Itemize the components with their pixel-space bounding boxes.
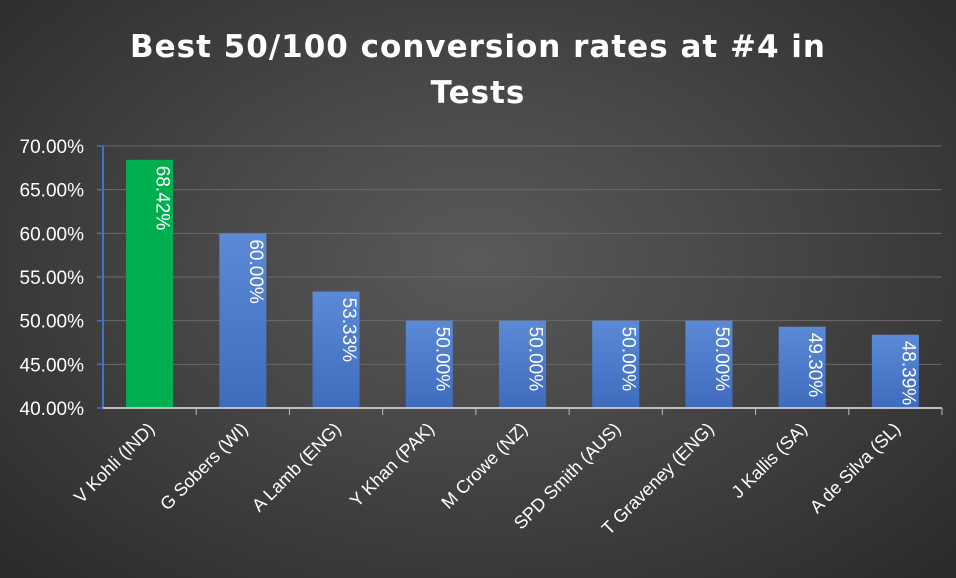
data-label: 50.00%: [525, 327, 546, 392]
y-tick-label: 50.00%: [20, 312, 85, 333]
data-label: 50.00%: [431, 327, 452, 392]
x-tick-label: A Lamb (ENG): [248, 419, 345, 516]
data-label: 48.39%: [897, 341, 918, 406]
x-tick-label: M Crowe (NZ): [437, 419, 531, 513]
data-label: 50.00%: [618, 327, 639, 392]
axes: [97, 145, 943, 415]
data-label: 50.00%: [711, 327, 732, 392]
x-tick-label: A de Silva (SL): [806, 419, 904, 517]
y-tick-label: 60.00%: [20, 224, 85, 245]
bar: [499, 320, 546, 408]
x-tick-label: Y Khan (PAK): [346, 419, 438, 511]
chart-title: Best 50/100 conversion rates at #4 in Te…: [0, 24, 956, 116]
bar: [312, 291, 360, 408]
bar: [405, 320, 453, 408]
bar: [871, 334, 919, 408]
bar: [219, 233, 267, 408]
data-label: 68.42%: [152, 166, 173, 231]
bar: [126, 159, 174, 408]
data-label: 60.00%: [245, 239, 266, 304]
x-tick-label: G Sobers (WI): [156, 419, 251, 514]
bar: [685, 320, 733, 408]
y-tick-label: 70.00%: [20, 137, 85, 158]
chart-title-line-2: Tests: [430, 75, 526, 111]
y-tick-label: 55.00%: [20, 268, 85, 289]
x-tick-label: V Kohli (IND): [70, 419, 158, 507]
data-label: 49.30%: [804, 333, 825, 398]
y-tick-label: 45.00%: [20, 355, 85, 376]
bar: [778, 326, 826, 408]
y-tick-label: 65.00%: [20, 181, 85, 202]
bar: [592, 320, 640, 408]
data-label: 53.33%: [338, 298, 359, 363]
bars: [126, 159, 919, 408]
chart-title-line-1: Best 50/100 conversion rates at #4 in: [129, 29, 827, 65]
x-tick-label: J Kallis (SA): [728, 419, 811, 502]
y-tick-label: 40.00%: [20, 399, 85, 420]
